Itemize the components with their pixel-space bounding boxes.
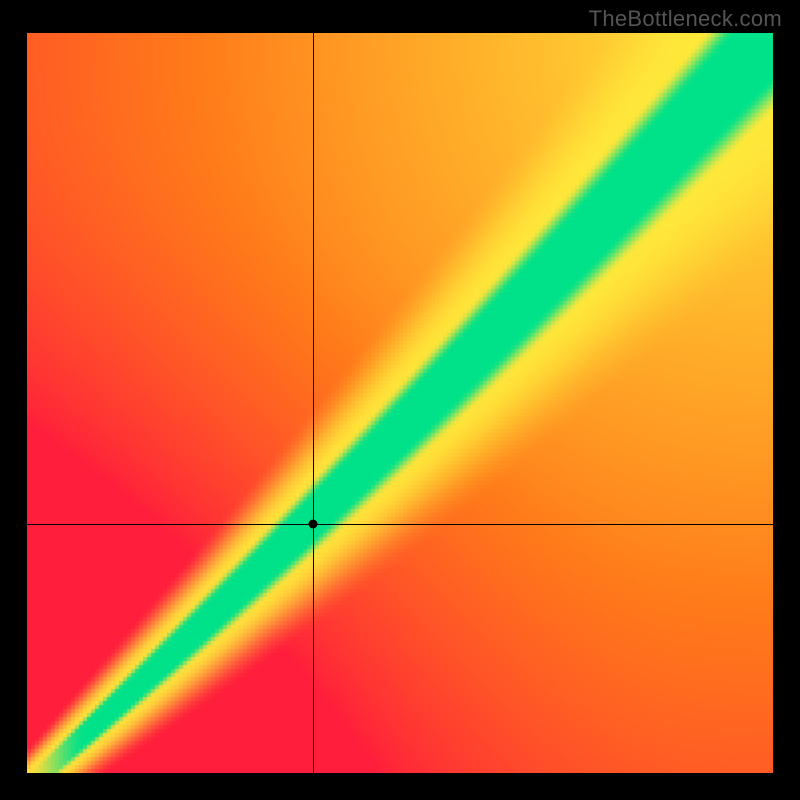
crosshair-vertical <box>313 33 314 773</box>
crosshair-horizontal <box>27 524 773 525</box>
plot-frame <box>27 33 773 773</box>
bottleneck-heatmap <box>27 33 773 773</box>
watermark-text: TheBottleneck.com <box>589 6 782 32</box>
chart-container: TheBottleneck.com <box>0 0 800 800</box>
crosshair-marker <box>309 520 318 529</box>
